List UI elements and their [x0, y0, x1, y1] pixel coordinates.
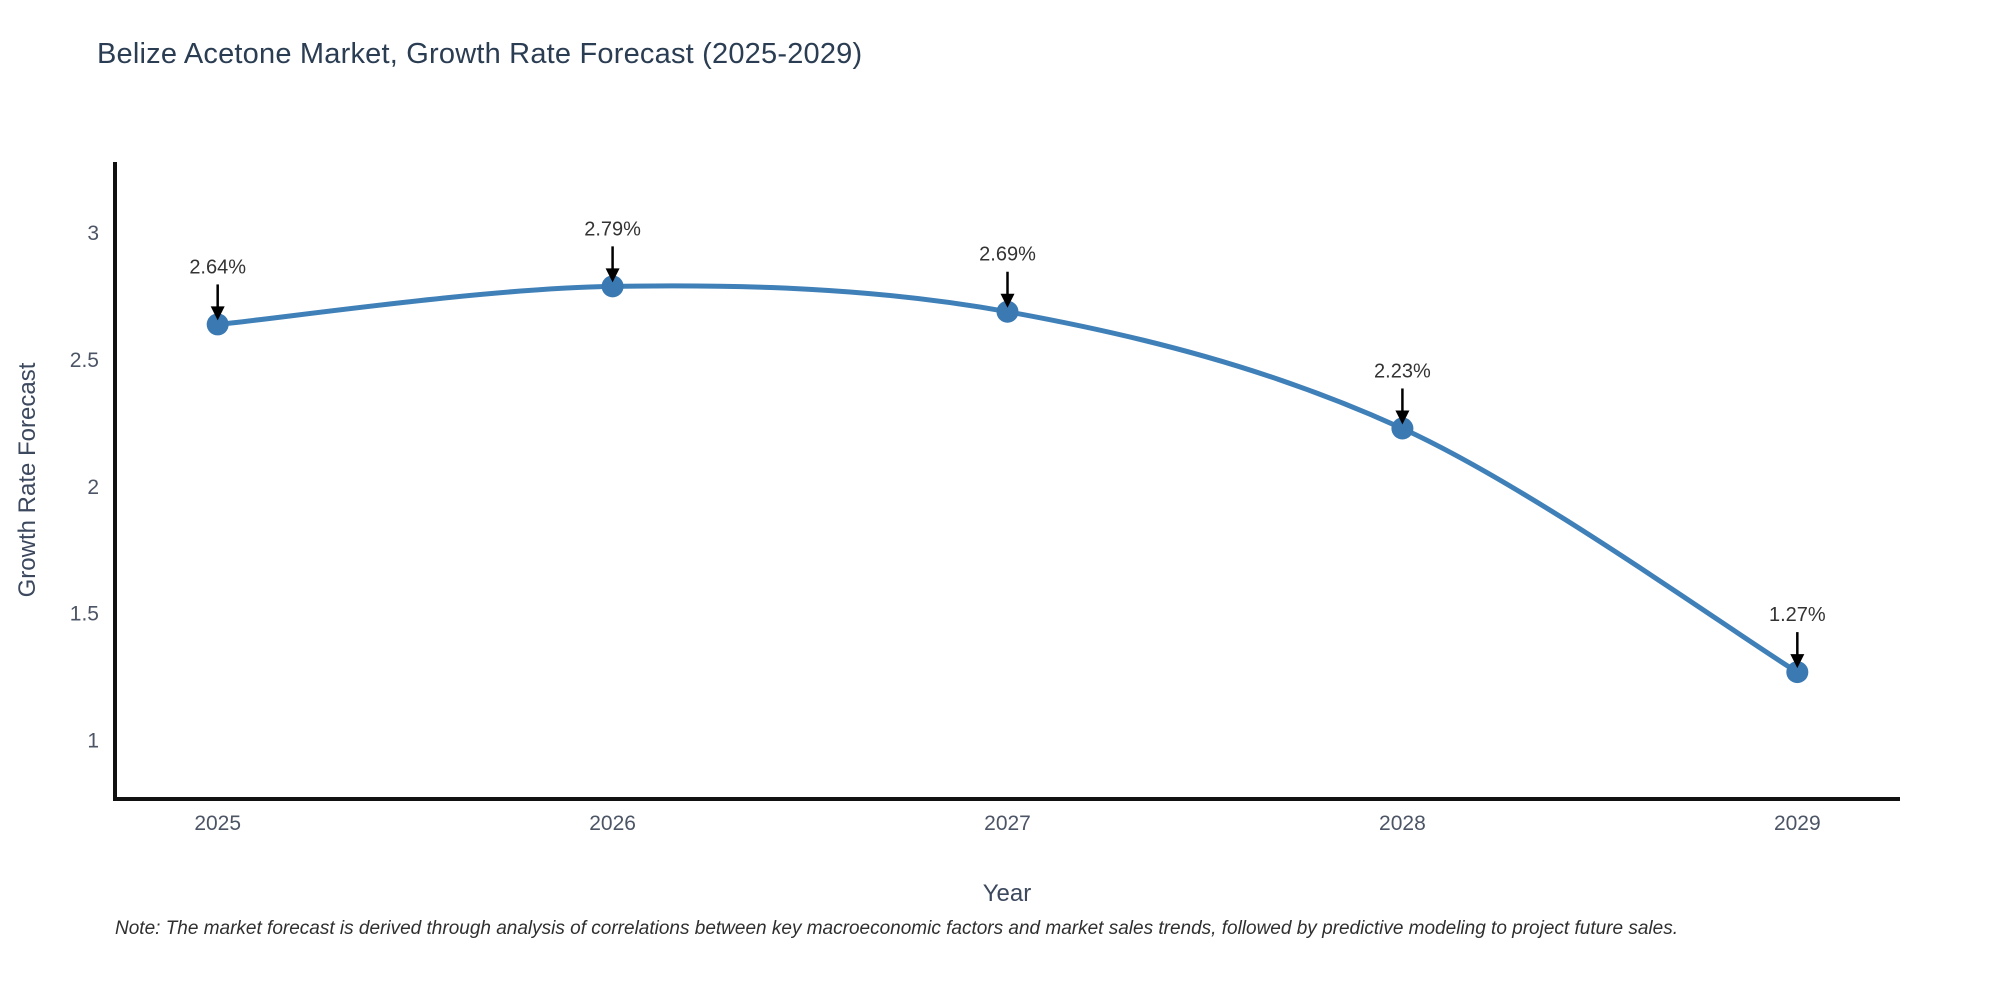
y-tick-label: 2.5	[70, 349, 99, 372]
point-annotation-label: 2.79%	[584, 218, 641, 240]
annotation-arrowhead	[605, 268, 620, 283]
x-tick-label: 2027	[984, 812, 1031, 835]
x-tick-label: 2025	[194, 812, 241, 835]
annotation-arrowhead	[1000, 293, 1015, 308]
data-point-marker	[206, 313, 229, 336]
x-tick-label: 2026	[589, 812, 636, 835]
y-axis-title: Growth Rate Forecast	[14, 362, 41, 598]
x-tick-label: 2029	[1774, 812, 1821, 835]
data-point-marker	[601, 275, 624, 298]
footnote: Note: The market forecast is derived thr…	[115, 918, 1678, 939]
forecast-line	[215, 283, 1800, 675]
annotation-arrowhead	[1790, 654, 1805, 669]
axis-spines	[113, 162, 1900, 801]
point-annotation-label: 2.23%	[1374, 360, 1431, 382]
y-tick-label: 3	[87, 222, 99, 245]
data-point-marker	[1786, 661, 1809, 684]
chart-title: Belize Acetone Market, Growth Rate Forec…	[97, 38, 863, 70]
y-tick-label: 1	[87, 730, 99, 753]
x-tick-label: 2028	[1379, 812, 1426, 835]
data-point-marker	[996, 300, 1019, 323]
point-annotation-label: 2.69%	[979, 244, 1036, 266]
data-point-marker	[1391, 417, 1414, 440]
y-tick-label: 2	[87, 476, 99, 499]
annotation-arrowhead	[1395, 410, 1410, 425]
point-annotation-label: 1.27%	[1769, 604, 1826, 626]
x-axis-title: Year	[982, 880, 1032, 907]
point-annotation-label: 2.64%	[189, 256, 246, 278]
y-tick-label: 1.5	[70, 603, 99, 626]
annotation-arrowhead	[210, 306, 225, 321]
